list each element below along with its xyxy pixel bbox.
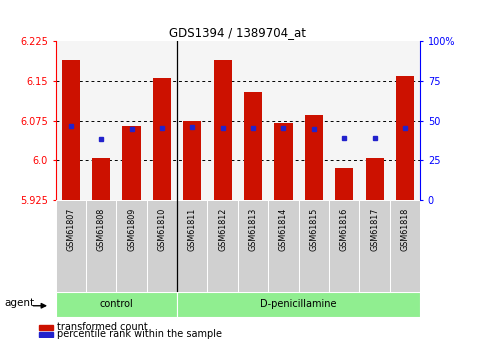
Bar (92, 158, 110, 200)
Bar (177, 292, 420, 317)
Bar (359, 200, 390, 292)
Bar (147, 200, 177, 292)
Text: control: control (99, 299, 133, 309)
Bar (183, 121, 201, 200)
Bar (177, 41, 208, 200)
Bar (268, 200, 298, 292)
Text: GSM61815: GSM61815 (309, 207, 318, 251)
Text: GSM61817: GSM61817 (370, 207, 379, 251)
Bar (238, 200, 268, 292)
Text: GSM61811: GSM61811 (188, 207, 197, 251)
Bar (298, 200, 329, 292)
Bar (147, 41, 177, 200)
Text: GSM61814: GSM61814 (279, 207, 288, 251)
Bar (274, 124, 293, 200)
Bar (244, 92, 262, 200)
Text: GSM61807: GSM61807 (66, 207, 75, 251)
Bar (86, 200, 116, 292)
Bar (390, 41, 420, 200)
Text: GSM61818: GSM61818 (400, 207, 410, 251)
Bar (298, 41, 329, 200)
Bar (390, 200, 420, 292)
Bar (329, 200, 359, 292)
Bar (56, 200, 86, 292)
Text: GSM61816: GSM61816 (340, 207, 349, 251)
Bar (62, 60, 80, 200)
Text: GSM61810: GSM61810 (157, 207, 167, 251)
Bar (359, 41, 390, 200)
Bar (177, 200, 208, 292)
Bar (208, 200, 238, 292)
Text: transformed count: transformed count (57, 323, 147, 332)
Bar (268, 41, 298, 200)
Bar (366, 158, 384, 200)
Bar (213, 60, 232, 200)
Bar (396, 76, 414, 200)
Bar (238, 41, 268, 200)
Bar (335, 168, 354, 200)
Bar (305, 116, 323, 200)
Text: agent: agent (4, 298, 35, 308)
Bar (153, 78, 171, 200)
Text: GSM61808: GSM61808 (97, 207, 106, 251)
Text: GSM61813: GSM61813 (249, 207, 257, 251)
Bar (39, 325, 53, 330)
Bar (116, 41, 147, 200)
Bar (122, 126, 141, 200)
Bar (39, 332, 53, 337)
Bar (208, 41, 238, 200)
Text: GSM61812: GSM61812 (218, 207, 227, 251)
Bar (86, 41, 116, 200)
Text: GSM61809: GSM61809 (127, 207, 136, 251)
Text: percentile rank within the sample: percentile rank within the sample (57, 329, 222, 339)
Bar (56, 292, 177, 317)
Title: GDS1394 / 1389704_at: GDS1394 / 1389704_at (170, 26, 306, 39)
Bar (329, 41, 359, 200)
Text: D-penicillamine: D-penicillamine (260, 299, 337, 309)
Bar (116, 200, 147, 292)
Bar (56, 41, 86, 200)
